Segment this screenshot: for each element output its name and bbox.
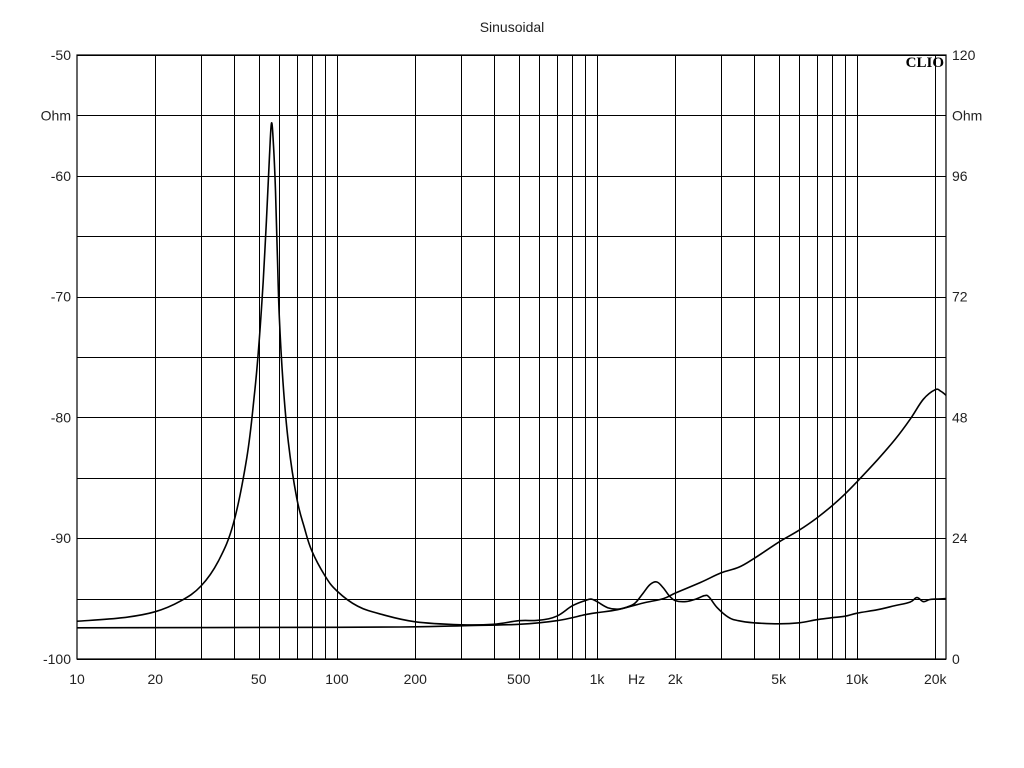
right-tick-label: 72 [952,289,968,305]
grid [77,55,946,660]
right-tick-label: 120 [952,47,976,63]
left-tick-label: -50 [51,47,71,63]
right-tick-label: 0 [952,651,960,667]
left-unit-label: Ohm [41,107,71,123]
x-tick-label: 500 [507,671,531,687]
series-line-1 [76,122,947,626]
plot-frame [76,54,947,660]
x-tick-label: 1k [590,671,606,687]
x-tick-label: 50 [251,671,267,687]
x-tick-label: 20k [924,671,948,687]
left-tick-label: -70 [51,289,71,305]
series [76,122,947,629]
x-tick-label: 10 [69,671,85,687]
x-axis-label: Hz [628,671,645,687]
left-tick-label: -100 [43,651,71,667]
x-tick-label: 5k [771,671,787,687]
left-tick-label: -80 [51,409,71,425]
left-tick-label: -90 [51,530,71,546]
x-tick-label: 2k [668,671,684,687]
x-tick-label: 10k [846,671,870,687]
x-tick-label: 100 [325,671,349,687]
brand-logo: CLIO [906,55,944,71]
chart-title: Sinusoidal [480,19,545,35]
left-tick-label: -60 [51,168,71,184]
series-line-2 [76,388,947,629]
right-tick-label: 24 [952,530,968,546]
right-unit-label: Ohm [952,107,982,123]
axes: 10 20 50 100 200 500 1k 2k 5k 10k 20k Hz -100 -90 -80 -… [41,47,983,687]
right-tick-label: 96 [952,168,968,184]
x-tick-label: 20 [147,671,163,687]
right-tick-label: 48 [952,409,968,425]
x-tick-label: 200 [404,671,428,687]
